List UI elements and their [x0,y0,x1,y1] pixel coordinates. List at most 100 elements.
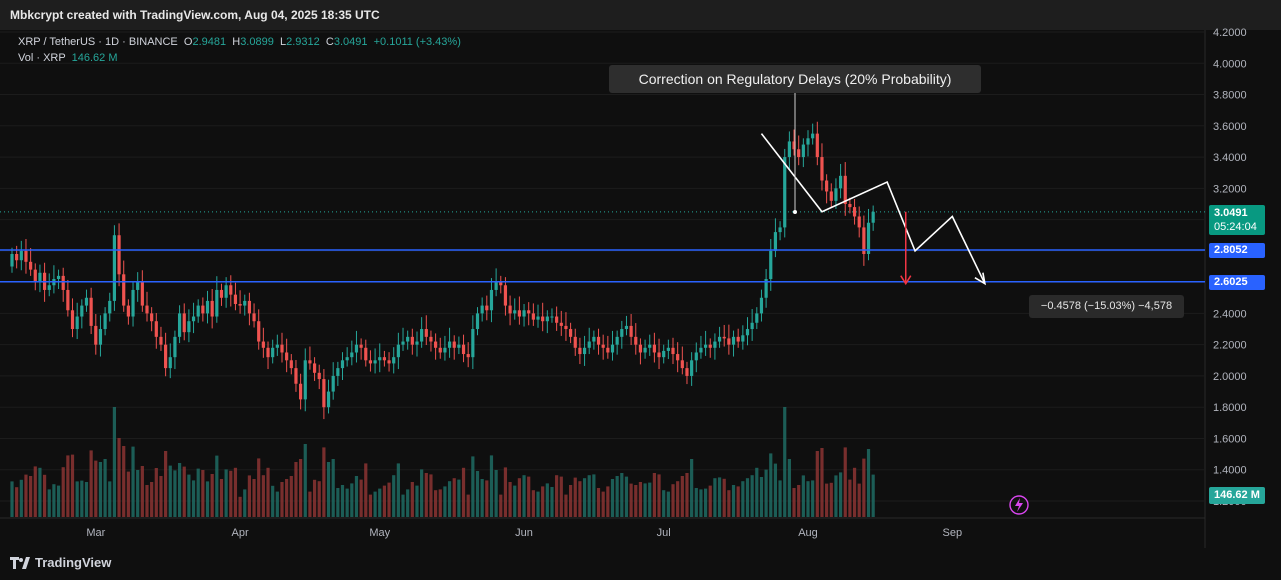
volume-bar [676,481,680,517]
volume-bar [531,490,535,517]
volume-bar [587,475,591,517]
time-axis[interactable]: Mar Apr May Jun Jul Aug Sep [86,527,962,539]
candle-body [787,141,791,158]
volume-bar [703,488,708,517]
volume-bar [447,481,452,517]
price-chart[interactable]: 4.20004.00003.80003.60003.40003.20003.00… [0,0,1281,548]
candle-body [261,341,265,348]
volume-bar [24,474,28,517]
volume-bar [731,485,736,517]
volume-bar [652,473,656,517]
volume-bar [550,487,554,517]
symbol-label: XRP / TetherUS · 1D · BINANCE [18,36,178,48]
candle-body [336,368,340,376]
candle-body [29,261,33,270]
volume-bar [336,488,340,517]
grid-lines [0,31,1205,502]
candlesticks[interactable] [10,121,875,420]
candle-body [545,316,549,322]
measure-label[interactable]: −0.4578 (−15.03%) −4,578 [1029,295,1184,318]
candle-body [159,336,163,345]
candle-body [275,344,279,348]
volume-bar [606,486,610,517]
candle-body [271,347,275,358]
candle-body [266,347,270,358]
candle-body [420,329,424,342]
candle-body [70,310,75,330]
volume-bars [10,407,875,517]
candle-body [182,313,186,333]
candle-body [187,321,191,333]
volume-bar [862,458,866,517]
price-tick-label: 3.4000 [1213,152,1247,164]
candle-body [201,305,205,314]
candle-body [24,250,28,262]
volume-bar [210,474,214,517]
volume-bar [322,447,326,517]
candle-body [792,141,796,150]
candle-body [657,352,661,358]
candle-body [475,313,480,330]
candle-body [503,285,508,306]
volume-bar [131,446,135,517]
volume-bar [727,490,731,517]
price-axis[interactable]: 4.20004.00003.80003.60003.40003.20003.00… [1213,27,1247,508]
volume-bar [159,476,163,517]
candle-body [108,300,112,314]
volume-bar [494,470,498,517]
candle-body [550,316,554,318]
candle-body [852,207,857,217]
volume-bar [424,473,428,517]
volume-bar [773,463,778,517]
measure-arrowhead [900,275,912,286]
candle-body [573,336,577,348]
volume-bar [503,467,508,517]
volume-bar [75,481,79,517]
volume-bar [368,494,373,517]
candle-body [317,372,321,380]
volume-bar [527,476,531,517]
volume-bar [182,466,186,517]
price-tick-label: 4.2000 [1213,27,1247,39]
candle-body [587,341,591,348]
volume-tag: 146.62 M [1209,487,1265,504]
close-label: C [325,36,334,48]
volume-bar [80,480,84,517]
price-tick-label: 2.0000 [1213,371,1247,383]
scenario-callout[interactable]: Correction on Regulatory Delays (20% Pro… [609,65,981,93]
volume-bar [238,496,242,517]
price-tick-label: 3.6000 [1213,121,1247,133]
volume-bar [140,466,144,517]
candle-body [820,157,824,181]
price-tick-label: 1.8000 [1213,402,1247,414]
candle-body [252,313,256,322]
volume-bar [378,488,382,517]
candle-body [485,305,489,311]
volume-bar [871,474,875,517]
volume-bar [373,491,377,517]
volume-bar [243,489,247,517]
horizontal-levels[interactable] [0,211,1205,283]
volume-bar [396,463,400,517]
candle-body [648,344,652,348]
volume-bar [187,474,191,517]
volume-bar [685,473,689,517]
volume-bar [191,480,196,517]
candle-body [466,354,470,358]
volume-bar [848,479,852,517]
candle-body [126,305,130,317]
high-value: 3.0899 [240,36,274,48]
volume-bar [620,473,624,517]
drawings[interactable] [760,93,1029,515]
candle-body [634,336,638,345]
volume-bar [717,477,722,517]
candle-body [755,313,759,323]
candle-body [815,133,819,158]
volume-bar [769,453,773,517]
tradingview-logo[interactable]: TradingView [10,555,111,570]
volume-bar [508,482,512,517]
candle-body [396,344,400,358]
volume-bar [247,475,252,517]
volume-bar [545,483,549,517]
time-tick-label: Jun [515,527,533,539]
